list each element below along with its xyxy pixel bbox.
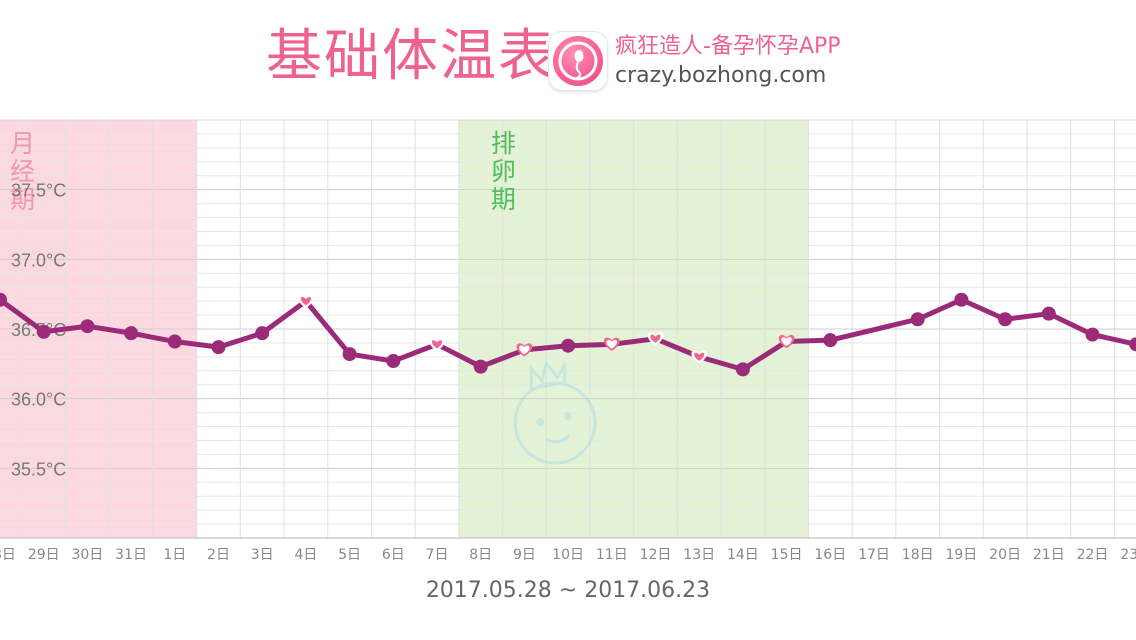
x-tick-label: 5日 — [338, 547, 361, 563]
data-point — [386, 354, 401, 369]
y-tick-label: 35.5°C — [11, 459, 66, 479]
x-tick-label: 30日 — [71, 547, 103, 563]
data-point — [211, 340, 226, 355]
x-tick-label: 21日 — [1033, 547, 1065, 563]
x-tick-label: 16日 — [814, 547, 846, 563]
y-axis-ticks: 37.5°C37.0°C36.5°C36.0°C35.5°C — [11, 181, 66, 480]
app-logo-icon — [549, 32, 607, 90]
series-line — [0, 297, 1136, 372]
data-point — [473, 359, 488, 374]
watermark-face — [513, 381, 597, 465]
page-title: 基础体温表 — [266, 24, 556, 89]
x-axis-ticks: 28日 29日 30日 31日 1日 2日 3日 4日 5日 6日 7日 8日 9日 10日 11日 12日 1… — [0, 547, 1136, 563]
data-point — [823, 333, 838, 348]
x-tick-label: 11日 — [596, 547, 628, 563]
heart-marker — [692, 351, 706, 363]
grid-layer — [0, 119, 1136, 539]
data-point — [735, 362, 750, 377]
data-point — [80, 319, 95, 334]
baby-kingdom-watermark — [513, 360, 597, 465]
app-name: 疯狂造人-备孕怀孕APP — [615, 34, 841, 59]
data-point — [167, 334, 182, 349]
app-url: crazy.bozhong.com — [615, 63, 827, 88]
x-tick-label: 6日 — [382, 547, 405, 563]
band-label-layer: 月经期 排卵期 — [10, 129, 516, 214]
data-point — [342, 347, 357, 362]
heart-marker — [299, 295, 313, 307]
watermark-eye — [563, 412, 572, 421]
data-point — [0, 292, 7, 307]
x-tick-label: 10日 — [552, 547, 584, 563]
x-tick-label: 20日 — [989, 547, 1021, 563]
data-point-layer — [0, 292, 1136, 377]
watermark-crown — [529, 360, 567, 392]
x-tick-label: 29日 — [28, 547, 60, 563]
heart-marker — [430, 338, 444, 351]
x-tick-label: 7日 — [426, 547, 449, 563]
data-point — [255, 326, 270, 341]
x-tick-label: 22日 — [1077, 547, 1109, 563]
band-label: 排卵期 — [491, 129, 516, 214]
heart-outline-marker — [519, 345, 530, 355]
y-tick-label: 37.0°C — [11, 250, 66, 270]
x-tick-label: 8日 — [469, 547, 492, 563]
data-point — [910, 312, 925, 327]
band-label: 月经期 — [10, 129, 35, 214]
x-tick-label: 18日 — [902, 547, 934, 563]
x-tick-label: 19日 — [945, 547, 977, 563]
watermark-eye — [536, 417, 545, 426]
data-point — [1129, 337, 1136, 352]
x-tick-label: 23日 — [1120, 547, 1136, 563]
data-point — [1041, 306, 1056, 321]
x-tick-label: 4日 — [294, 547, 317, 563]
data-point — [561, 338, 576, 353]
x-tick-label: 17日 — [858, 547, 890, 563]
watermark-mouth — [545, 433, 571, 444]
data-point — [954, 292, 969, 307]
x-tick-label: 2日 — [207, 547, 230, 563]
x-tick-label: 13日 — [683, 547, 715, 563]
data-point — [1085, 327, 1100, 342]
x-tick-label: 31日 — [115, 547, 147, 563]
x-tick-label: 3日 — [251, 547, 274, 563]
x-tick-label: 15日 — [771, 547, 803, 563]
watermark-layer — [513, 360, 597, 465]
y-tick-label: 37.5°C — [11, 181, 66, 201]
date-range: 2017.05.28 ~ 2017.06.23 — [425, 578, 711, 603]
x-tick-label: 1日 — [163, 547, 186, 563]
heart-marker — [648, 333, 663, 345]
data-point — [998, 312, 1013, 327]
data-point — [124, 326, 139, 341]
heart-outline-marker — [781, 337, 792, 346]
chart-header: 基础体温表 疯狂造人-备孕怀孕APP crazy.bozhong.com — [0, 0, 1136, 118]
heart-outline-marker — [606, 339, 618, 349]
x-tick-label: 12日 — [640, 547, 672, 563]
y-tick-label: 36.0°C — [11, 390, 66, 410]
x-tick-label: 28日 — [0, 547, 16, 563]
x-tick-label: 14日 — [727, 547, 759, 563]
x-tick-label: 9日 — [513, 547, 536, 563]
series-line-layer — [0, 297, 1136, 372]
data-point — [36, 324, 51, 339]
